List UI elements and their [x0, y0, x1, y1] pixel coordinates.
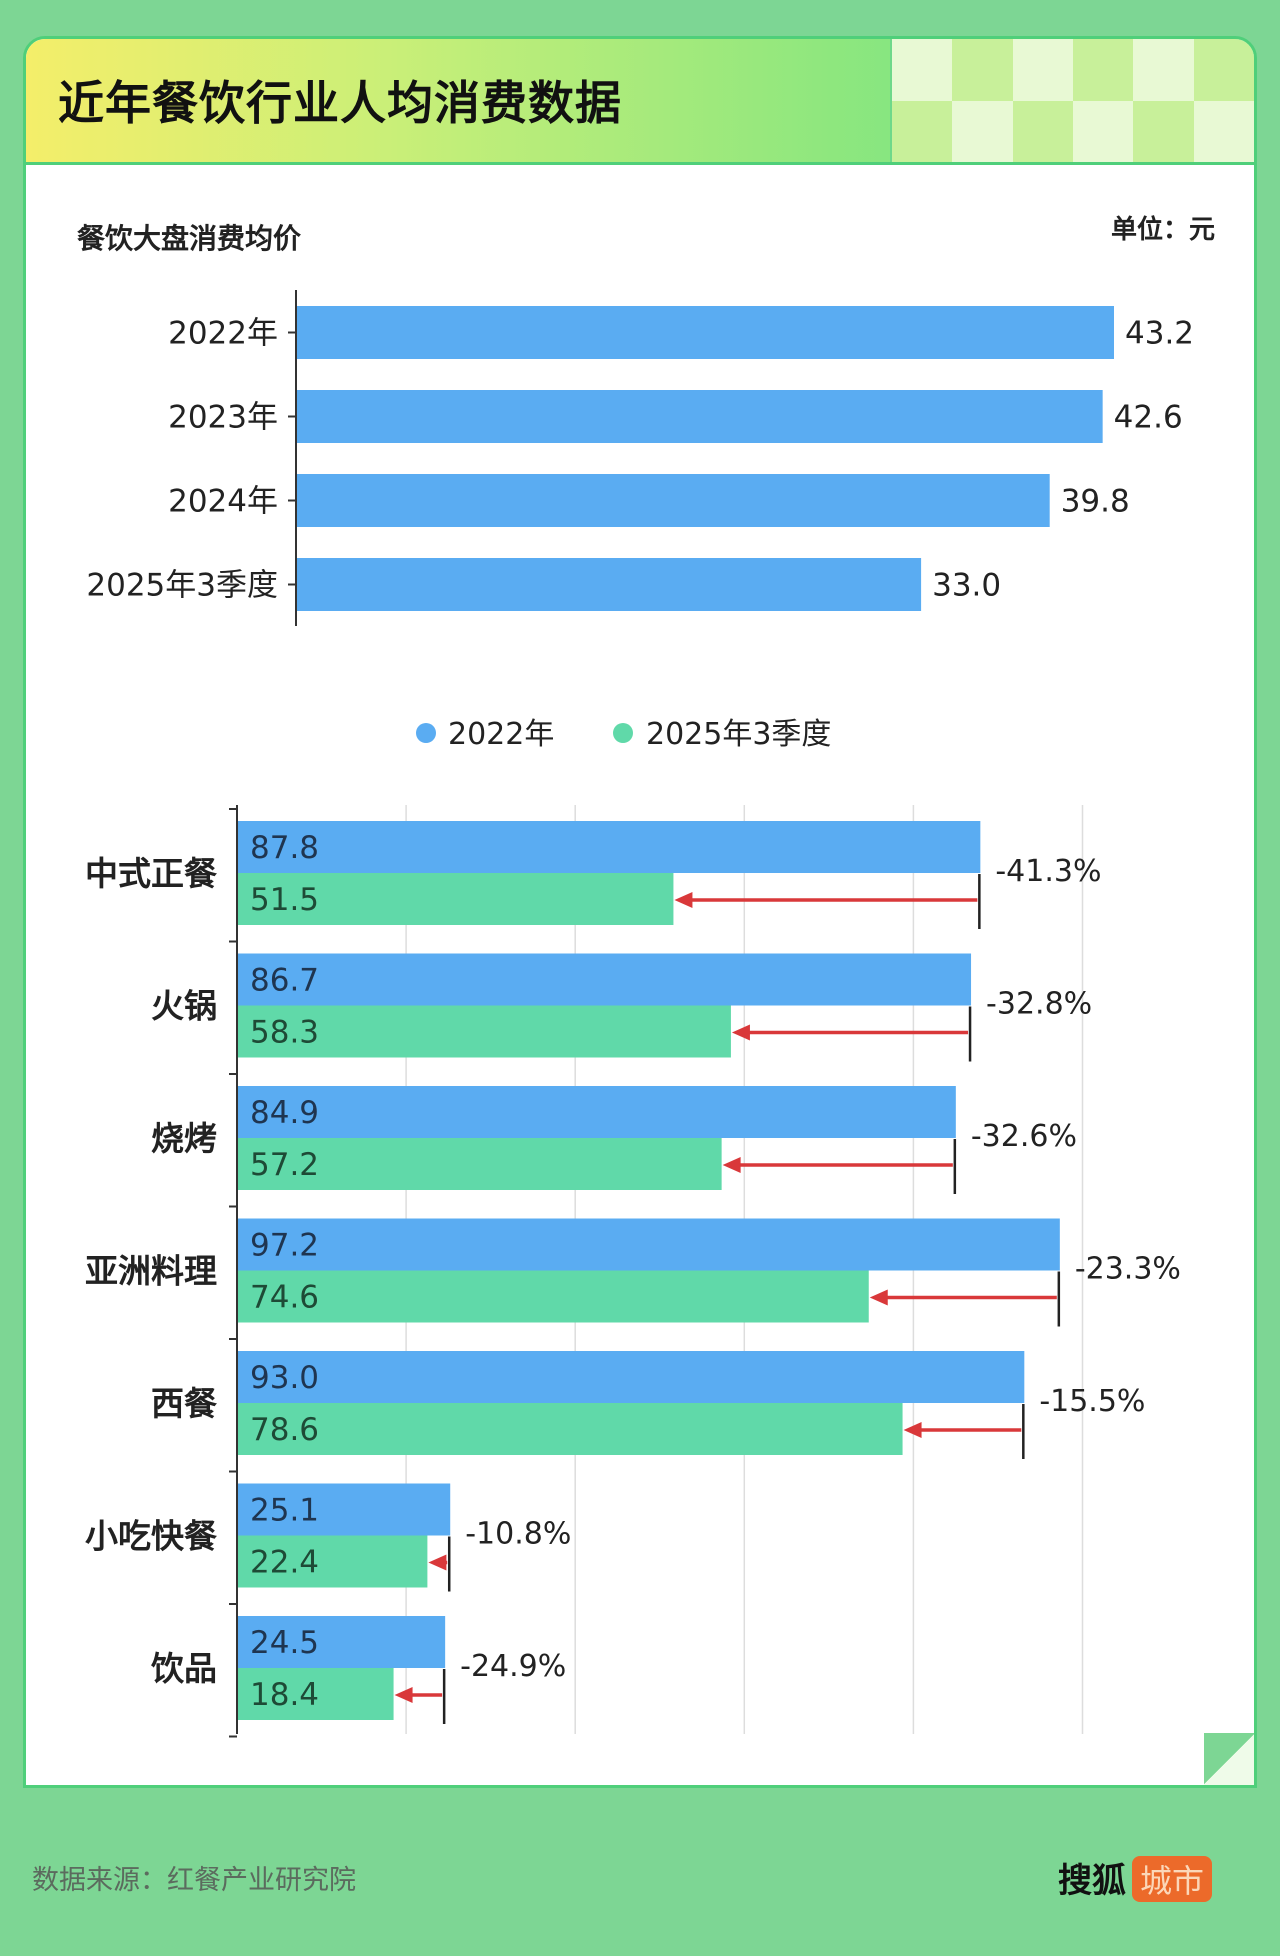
chart2-change-label: -10.8% [465, 1517, 571, 1552]
chart2-value-label-2025q3: 22.4 [250, 1545, 319, 1581]
legend-label-2022: 2022年 [448, 717, 554, 752]
chart1-unit: 单位：元 [1111, 214, 1215, 245]
charts: 餐饮大盘消费均价 单位：元 2022年 43.2 2023年 42.6 2024年 39.… [77, 214, 1215, 1738]
chart2-value-label-2025q3: 78.6 [250, 1412, 319, 1448]
chart2-change-label: -15.5% [1039, 1384, 1145, 1419]
chart1-category-label: 2024年 [168, 484, 278, 520]
chart2-change-arrow-head [394, 1687, 413, 1703]
chart2-bar-2022 [238, 1616, 446, 1668]
chart2-change-arrow-head [731, 1024, 750, 1041]
header: 近年餐饮行业人均消费数据 [26, 39, 1254, 165]
chart2-bar-2025q3 [238, 1138, 722, 1190]
chart2-change-arrow-head [428, 1554, 447, 1571]
legend-label-2025q3: 2025年3季度 [646, 717, 831, 752]
chart2-change-label: -41.3% [995, 854, 1101, 889]
chart2-value-label-2022: 25.1 [250, 1493, 319, 1529]
chart2-value-label-2022: 93.0 [250, 1360, 319, 1396]
chart1-bar [297, 558, 922, 611]
chart2-change-label: -32.6% [971, 1119, 1077, 1154]
chart1-value-label: 43.2 [1125, 316, 1194, 352]
chart2-value-label-2022: 87.8 [250, 830, 319, 866]
legend-marker-2025q3 [613, 723, 633, 743]
chart2-category-label: 小吃快餐 [85, 1517, 218, 1556]
chart2-plot: 中式正餐 87.8 51.5 -41.3% 火锅 86.7 58.3 -32.8% 烧烤 84.9… [85, 805, 1181, 1738]
chart2-value-label-2025q3: 57.2 [250, 1147, 319, 1183]
chart2-change-arrow-head [869, 1289, 888, 1306]
chart2-bar-2025q3 [238, 1668, 394, 1720]
chart2-value-label-2022: 84.9 [250, 1095, 319, 1131]
chart2-category-label: 饮品 [151, 1649, 217, 1688]
chart2-category-label: 中式正餐 [85, 854, 218, 893]
chart2-change-arrow-head [722, 1157, 741, 1173]
chart1-category-label: 2022年 [168, 316, 278, 352]
chart2-bar-2025q3 [238, 1270, 869, 1323]
chart2-value-label-2025q3: 18.4 [250, 1677, 319, 1713]
logo-text: 搜狐 [1058, 1861, 1126, 1901]
chart2-bar-2022 [238, 821, 981, 873]
chart1-plot: 2022年 43.2 2023年 42.6 2024年 39.8 2025年3季度 33.0 [86, 290, 1194, 626]
chart2-value-label-2025q3: 51.5 [250, 882, 319, 918]
chart2-value-label-2025q3: 74.6 [250, 1280, 319, 1316]
chart1-value-label: 33.0 [932, 568, 1001, 604]
chart1-bar [297, 306, 1114, 359]
logo-badge: 城市 [1132, 1856, 1213, 1902]
chart2-bar-2022 [238, 1218, 1060, 1271]
chart2-value-label-2022: 24.5 [250, 1625, 319, 1661]
chart1-value-label: 39.8 [1061, 484, 1130, 520]
chart2-category-label: 烧烤 [151, 1119, 217, 1158]
chart2-change-arrow-head [674, 892, 693, 908]
chart2-category-label: 西餐 [151, 1384, 218, 1423]
data-source: 数据来源：红餐产业研究院 [32, 1865, 356, 1896]
chart2-category-label: 火锅 [151, 987, 217, 1026]
chart2-change-arrow-head [903, 1422, 922, 1438]
chart1-category-label: 2025年3季度 [86, 568, 278, 604]
chart2-bar-2025q3 [238, 1535, 428, 1588]
chart2-bar-2022 [238, 1086, 956, 1138]
chart2-bar-2025q3 [238, 1403, 903, 1455]
chart2-value-label-2022: 86.7 [250, 963, 319, 999]
chart2-bar-2025q3 [238, 873, 674, 925]
chart2-value-label-2022: 97.2 [250, 1228, 319, 1264]
chart2-bar-2022 [238, 953, 972, 1006]
chart2-bar-2022 [238, 1351, 1025, 1403]
chart1-bar [297, 474, 1050, 527]
page-fold-decoration [1204, 1733, 1254, 1785]
chart2-change-label: -32.8% [986, 987, 1092, 1022]
chart1-value-label: 42.6 [1114, 400, 1183, 436]
checker-decoration [890, 39, 1254, 162]
chart1-title: 餐饮大盘消费均价 [77, 222, 302, 255]
chart2-change-label: -24.9% [460, 1649, 566, 1684]
chart2-bar-2025q3 [238, 1005, 731, 1058]
legend-marker-2022 [416, 723, 436, 743]
chart2-change-label: -23.3% [1075, 1252, 1181, 1287]
sohu-city-logo: 搜狐 城市 [1058, 1853, 1213, 1902]
chart2-category-label: 亚洲料理 [85, 1252, 217, 1291]
chart2-bar-2022 [238, 1483, 451, 1536]
chart1-category-label: 2023年 [168, 400, 278, 436]
page-title: 近年餐饮行业人均消费数据 [58, 76, 622, 130]
chart1-bar [297, 390, 1103, 443]
legend: 2022年 2025年3季度 [416, 717, 831, 752]
chart2-value-label-2025q3: 58.3 [250, 1015, 319, 1051]
